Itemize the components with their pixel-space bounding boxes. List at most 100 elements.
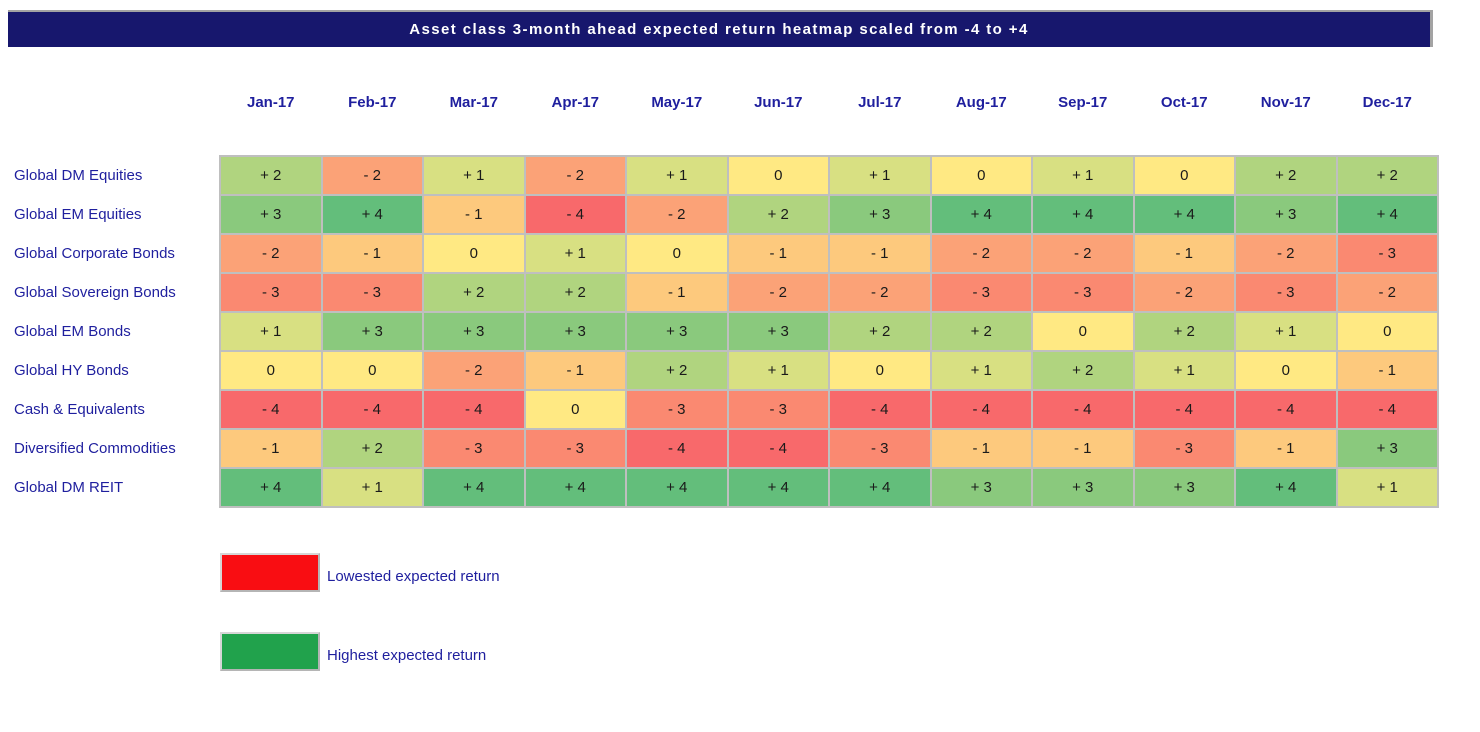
month-header: May-17 <box>651 94 703 111</box>
month-header-row: Jan-17 Feb-17 Mar-17 Apr-17 May-17 Jun-17 Jul-… <box>221 92 1437 114</box>
heatmap-cell: - 1 <box>221 430 321 467</box>
heatmap-cell: + 3 <box>221 196 321 233</box>
heatmap-cell: - 2 <box>627 196 727 233</box>
legend-label-highest: Highest expected return <box>327 647 487 664</box>
month-header: Sep-17 <box>1058 94 1108 111</box>
heatmap-cell: + 4 <box>1337 196 1437 233</box>
heatmap-cell: + 2 <box>1134 313 1234 350</box>
row-label: Global Corporate Bonds <box>14 245 175 262</box>
month-header: Aug-17 <box>955 94 1007 111</box>
heatmap-cell: + 2 <box>1337 157 1437 194</box>
legend-item-lowest: Lowested expected return <box>220 553 500 592</box>
heatmap-cell: + 1 <box>830 157 930 194</box>
heatmap-cell: + 4 <box>627 469 727 506</box>
heatmap-cell: - 1 <box>1033 430 1133 467</box>
heatmap-cell: - 2 <box>424 352 524 389</box>
month-header: Oct-17 <box>1160 94 1208 111</box>
row-label: Diversified Commodities <box>14 440 176 457</box>
heatmap-cell: + 1 <box>1134 352 1234 389</box>
heatmap-cell: - 4 <box>627 430 727 467</box>
heatmap-cell: - 2 <box>1236 235 1336 272</box>
heatmap-cell: - 1 <box>728 235 828 272</box>
row-label: Global EM Bonds <box>14 323 131 340</box>
row-label: Global DM Equities <box>14 167 143 184</box>
heatmap-cell: + 1 <box>525 235 625 272</box>
heatmap-cell: + 4 <box>1033 196 1133 233</box>
heatmap-cell: + 3 <box>424 313 524 350</box>
month-header: Jun-17 <box>754 94 803 111</box>
heatmap-cell: 0 <box>1337 313 1437 350</box>
heatmap-cell: + 3 <box>728 313 828 350</box>
heatmap-cell: - 3 <box>525 430 625 467</box>
heatmap-cell: - 1 <box>931 430 1031 467</box>
row-label: Global EM Equities <box>14 206 142 223</box>
row-label: Global Sovereign Bonds <box>14 284 176 301</box>
heatmap-cell: + 3 <box>322 313 422 350</box>
heatmap-cell: - 4 <box>830 391 930 428</box>
heatmap-cell: - 3 <box>424 430 524 467</box>
heatmap-cell: - 4 <box>931 391 1031 428</box>
heatmap-cell: 0 <box>728 157 828 194</box>
heatmap-cell: - 3 <box>1236 274 1336 311</box>
heatmap-cell: - 3 <box>1134 430 1234 467</box>
heatmap-cell: + 4 <box>830 469 930 506</box>
heatmap-cell: - 1 <box>1236 430 1336 467</box>
heatmap-cell: - 2 <box>830 274 930 311</box>
title-bar: Asset class 3-month ahead expected retur… <box>8 10 1433 47</box>
heatmap-cell: + 2 <box>525 274 625 311</box>
heatmap-cell: - 3 <box>1337 235 1437 272</box>
heatmap-cell: - 1 <box>1134 235 1234 272</box>
heatmap-cell: + 1 <box>1236 313 1336 350</box>
heatmap-cell: - 3 <box>627 391 727 428</box>
heatmap-cell: - 2 <box>728 274 828 311</box>
heatmap-cell: + 3 <box>1134 469 1234 506</box>
heatmap-cell: + 3 <box>1337 430 1437 467</box>
heatmap-cell: + 1 <box>322 469 422 506</box>
heatmap-cell: + 4 <box>728 469 828 506</box>
heatmap-cell: - 1 <box>627 274 727 311</box>
heatmap-cell: + 1 <box>931 352 1031 389</box>
heatmap-cell: + 2 <box>424 274 524 311</box>
heatmap-cell: 0 <box>830 352 930 389</box>
heatmap-cell: + 1 <box>627 157 727 194</box>
heatmap-cell: - 4 <box>322 391 422 428</box>
heatmap-cell: 0 <box>1236 352 1336 389</box>
heatmap-cell: - 1 <box>424 196 524 233</box>
heatmap-cell: - 2 <box>221 235 321 272</box>
heatmap-cell: + 3 <box>627 313 727 350</box>
heatmap-cell: 0 <box>221 352 321 389</box>
heatmap-cell: + 2 <box>627 352 727 389</box>
heatmap-cell: - 3 <box>931 274 1031 311</box>
heatmap-cell: - 4 <box>1337 391 1437 428</box>
heatmap-cell: + 2 <box>1033 352 1133 389</box>
legend-label-lowest: Lowested expected return <box>327 568 500 585</box>
heatmap-cell: 0 <box>627 235 727 272</box>
heatmap-cell: 0 <box>1134 157 1234 194</box>
month-header: Mar-17 <box>449 94 498 111</box>
heatmap-cell: + 1 <box>424 157 524 194</box>
heatmap-cell: - 4 <box>1236 391 1336 428</box>
heatmap-cell: - 3 <box>322 274 422 311</box>
month-header: Feb-17 <box>348 94 397 111</box>
heatmap-cell: 0 <box>931 157 1031 194</box>
row-label: Cash & Equivalents <box>14 401 145 418</box>
heatmap-cell: - 4 <box>728 430 828 467</box>
heatmap-cell: + 2 <box>322 430 422 467</box>
month-header: Dec-17 <box>1362 94 1412 111</box>
heatmap-cell: - 4 <box>221 391 321 428</box>
heatmap-cell: 0 <box>424 235 524 272</box>
heatmap-cell: + 4 <box>221 469 321 506</box>
heatmap-cell: + 4 <box>424 469 524 506</box>
heatmap-cell: + 2 <box>1236 157 1336 194</box>
heatmap-cell: - 3 <box>830 430 930 467</box>
heatmap-cell: + 4 <box>931 196 1031 233</box>
heatmap-cell: + 3 <box>830 196 930 233</box>
heatmap-cell: - 1 <box>1337 352 1437 389</box>
heatmap-cell: + 1 <box>1033 157 1133 194</box>
heatmap-grid: + 2- 2 + 1- 2 + 1 0 + 1 0 + 1 0 + 2 + 2 + 3 + 4- 1-… <box>219 155 1439 508</box>
heatmap-cell: + 4 <box>1134 196 1234 233</box>
heatmap-cell: + 4 <box>525 469 625 506</box>
heatmap-cell: - 2 <box>1033 235 1133 272</box>
heatmap-cell: - 2 <box>1337 274 1437 311</box>
